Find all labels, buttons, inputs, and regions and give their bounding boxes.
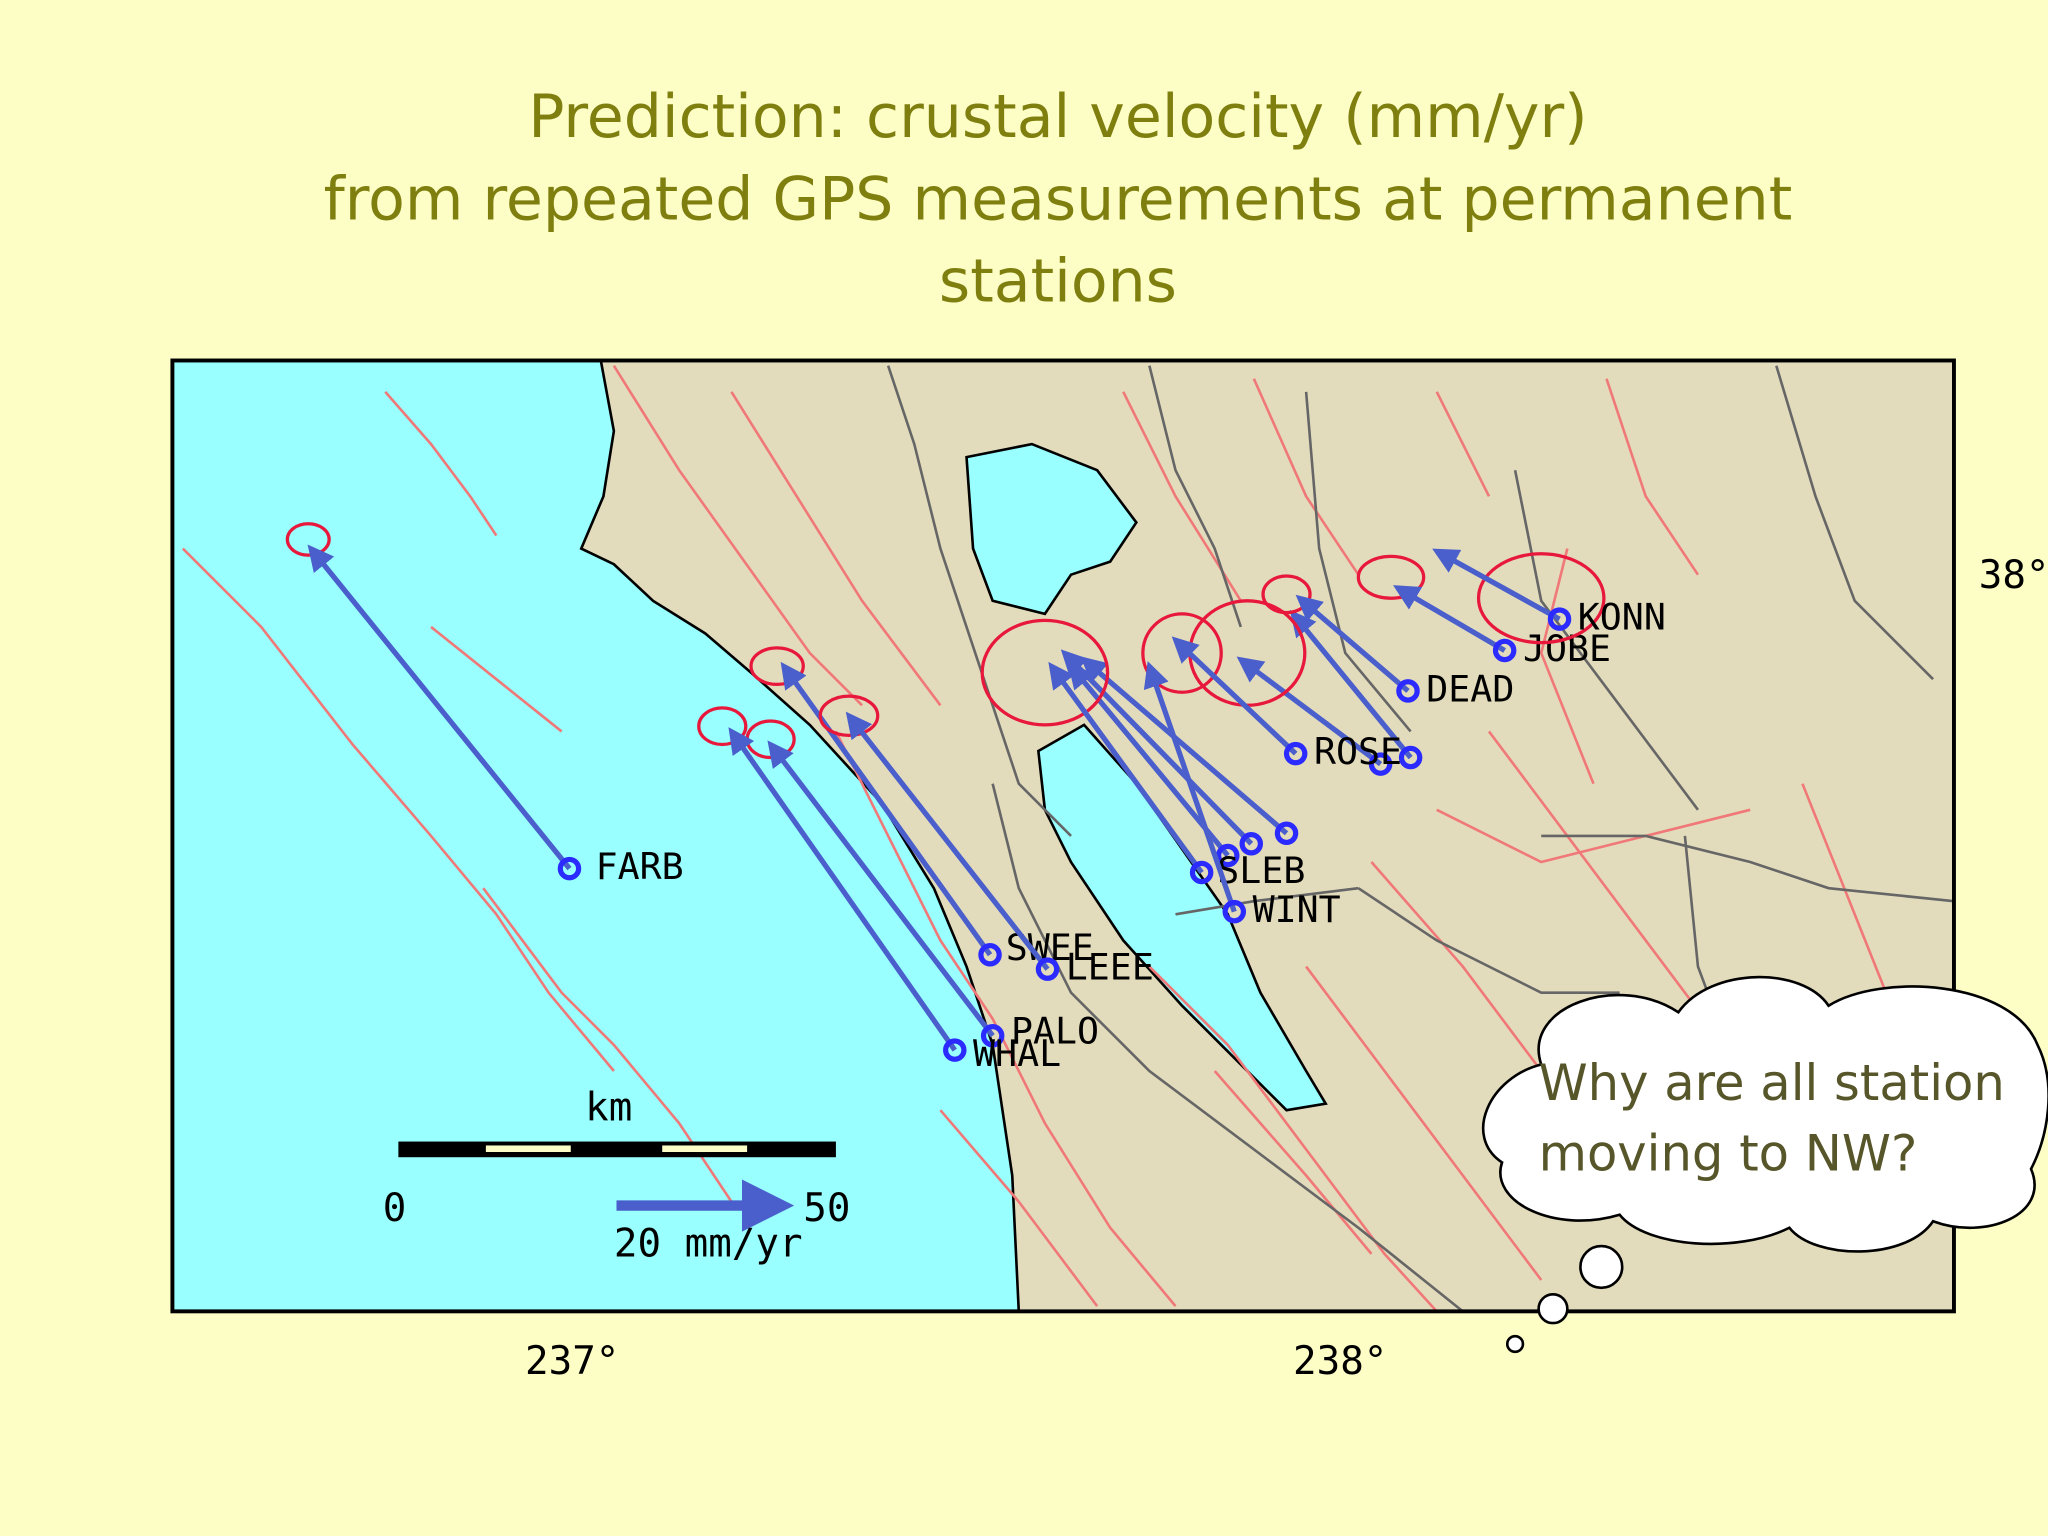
scale-tick: 50: [803, 1186, 850, 1231]
station-label: DEAD: [1426, 667, 1514, 710]
velocity-arrow: [1295, 594, 1410, 693]
station-label: PALO: [1011, 1010, 1099, 1053]
scale-bar: [485, 1145, 571, 1152]
longitude-label: 238°: [1293, 1339, 1387, 1384]
title-line: stations: [939, 247, 1177, 317]
scale-bar: [398, 1141, 836, 1158]
fault-line: [939, 1109, 1099, 1307]
fault-line: [430, 625, 563, 733]
fault-line: [1487, 730, 1726, 1046]
fault-line: [834, 730, 1177, 1307]
fault-line: [1252, 378, 1360, 576]
velocity-arrow: [845, 711, 1050, 971]
latitude-label: 38°: [1979, 553, 2048, 598]
station: [1189, 860, 1214, 885]
velocity-arrow: [1289, 609, 1413, 760]
scale-unit: km: [585, 1086, 632, 1131]
velocity-arrow: [1080, 656, 1289, 836]
station-label: KONN: [1578, 596, 1666, 639]
station: [1396, 679, 1420, 703]
station: [1368, 752, 1393, 776]
velocity-arrow: [307, 544, 572, 871]
scale-tick: 0: [383, 1186, 407, 1231]
callout-text: moving to NW?: [1539, 1124, 1918, 1182]
callout-text: Why are all station: [1539, 1054, 2005, 1112]
velocity-arrow: [1171, 636, 1298, 756]
station: [1035, 957, 1060, 981]
scale-bar: [662, 1145, 748, 1152]
station-label: FARB: [596, 845, 684, 888]
title-line: from repeated GPS measurements at perman…: [324, 164, 1793, 234]
station: [1222, 899, 1247, 924]
station: [1274, 821, 1299, 846]
bubble: [1579, 1244, 1624, 1290]
station: [978, 943, 1002, 967]
road: [1513, 469, 1700, 811]
error-ellipse: [1356, 554, 1426, 600]
velocity-arrow: [1048, 661, 1204, 875]
station: [980, 1023, 1005, 1048]
velocity-arrow: [1432, 548, 1561, 622]
fault-line: [1435, 391, 1491, 497]
station: [1239, 832, 1264, 856]
fault-line: [384, 390, 498, 537]
fault-line: [1539, 548, 1595, 785]
road: [1775, 365, 1934, 681]
fault-line: [1213, 1070, 1373, 1255]
velocity-arrow: [1236, 656, 1383, 767]
cloud: [1481, 975, 2048, 1253]
velocity-arrow: [780, 661, 993, 957]
road: [1357, 887, 1620, 994]
road: [991, 783, 1464, 1312]
station-label: JOBE: [1523, 627, 1611, 670]
title-line: Prediction: crustal velocity (mm/yr): [528, 82, 1587, 152]
longitude-label: 237°: [525, 1339, 619, 1384]
road: [886, 365, 1072, 837]
bubble: [1537, 1293, 1569, 1325]
fault-line: [482, 887, 733, 1203]
station-label: LEEE: [1066, 946, 1154, 989]
error-ellipse: [697, 706, 748, 747]
road: [1304, 391, 1412, 733]
station-label: SLEB: [1217, 849, 1305, 892]
fault-line: [730, 391, 942, 707]
velocity-arrow: [728, 727, 957, 1052]
velocity-arrow: [767, 740, 995, 1038]
scale-arrow-label: 20 mm/yr: [614, 1221, 803, 1266]
velocity-arrow: [1060, 649, 1254, 846]
fault-line: [1305, 965, 1543, 1281]
map-frame: [170, 358, 1956, 1314]
station: [1492, 638, 1517, 663]
station: [1547, 607, 1572, 631]
fault-line: [1122, 391, 1242, 602]
fault-line: [1148, 965, 1438, 1312]
station: [943, 1038, 967, 1062]
station: [1398, 745, 1423, 770]
velocity-arrow: [1143, 661, 1237, 913]
station-label: WINT: [1253, 888, 1341, 931]
road: [1541, 834, 1954, 903]
error-ellipse: [1261, 574, 1312, 615]
error-ellipse: [980, 618, 1110, 727]
station: [1283, 741, 1308, 766]
station: [1215, 843, 1240, 868]
station-label: WHAL: [973, 1032, 1061, 1075]
road: [1148, 365, 1243, 628]
fault-line: [1605, 378, 1700, 576]
bay: [965, 442, 1138, 616]
thought-bubble: Why are all station moving to NW?: [1481, 975, 2048, 1354]
error-ellipse: [1141, 612, 1223, 694]
station: [557, 856, 582, 881]
velocity-arrow: [1393, 585, 1506, 653]
bubble: [1505, 1334, 1525, 1354]
fault-line: [612, 365, 863, 707]
fault-line: [1436, 808, 1751, 864]
road: [1175, 886, 1359, 916]
fault-line: [181, 547, 615, 1072]
station-label: ROSE: [1314, 730, 1402, 773]
error-ellipse: [1476, 552, 1606, 645]
fault-line: [1370, 861, 1543, 1072]
